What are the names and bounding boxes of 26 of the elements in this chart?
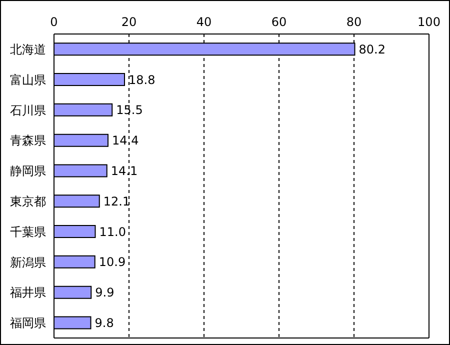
data-label: 10.9 <box>98 255 126 270</box>
data-label: 80.2 <box>358 42 386 56</box>
y-tick-label: 北海道 <box>10 42 46 56</box>
data-label: 14.1 <box>110 164 138 178</box>
y-tick-label: 青森県 <box>10 134 46 148</box>
y-tick-label: 東京都 <box>10 194 46 208</box>
y-tick-label: 千葉県 <box>10 224 46 239</box>
data-label: 18.8 <box>128 72 156 87</box>
data-label: 9.8 <box>94 316 114 330</box>
y-tick-label: 新潟県 <box>10 255 46 270</box>
data-label: 9.9 <box>95 286 114 300</box>
x-tick-label: 80 <box>346 15 362 29</box>
y-tick-label: 石川県 <box>10 103 46 118</box>
x-tick-label: 100 <box>418 15 440 29</box>
y-tick-label: 富山県 <box>10 72 46 87</box>
y-tick-label: 福岡県 <box>10 316 46 330</box>
x-tick-label: 60 <box>271 15 287 29</box>
x-tick-label: 40 <box>196 15 212 29</box>
data-label: 14.4 <box>112 134 139 148</box>
data-label: 15.5 <box>116 103 143 118</box>
x-tick-label: 0 <box>50 15 58 29</box>
data-label: 12.1 <box>103 194 130 208</box>
data-label: 11.0 <box>99 224 126 239</box>
y-tick-label: 福井県 <box>10 286 46 300</box>
x-tick-label: 20 <box>121 15 137 29</box>
y-tick-label: 静岡県 <box>10 164 46 178</box>
